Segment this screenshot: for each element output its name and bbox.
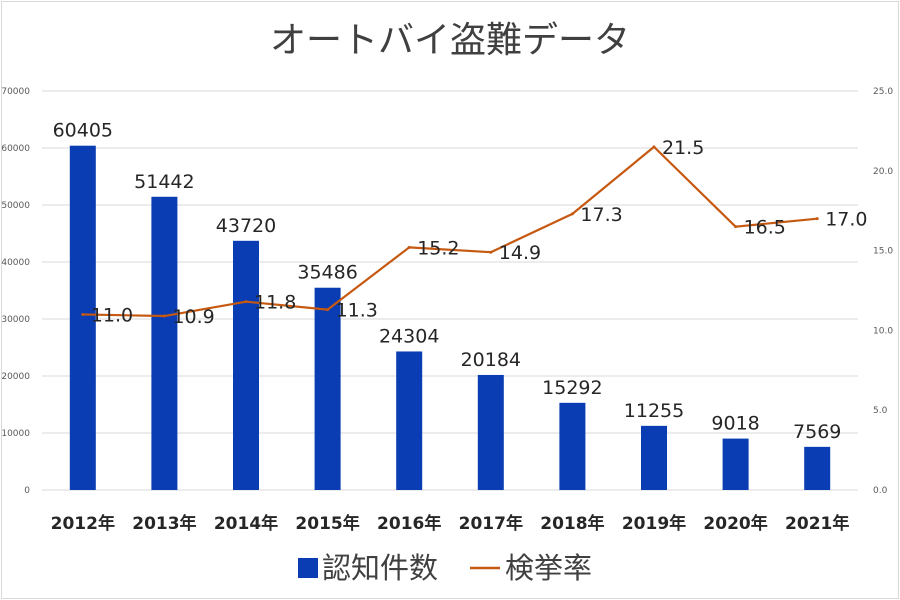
right-tick-label: 20.0	[873, 167, 893, 177]
line-point	[815, 217, 819, 221]
right-tick-label: 5.0	[873, 406, 888, 416]
line-value-label: 14.9	[499, 242, 541, 264]
left-tick-label: 10000	[1, 429, 30, 439]
line-value-label: 10.9	[172, 306, 214, 328]
left-tick-label: 50000	[1, 201, 30, 211]
legend: 認知件数 検挙率	[298, 551, 592, 585]
category-label: 2014年	[214, 513, 278, 534]
bar	[722, 438, 749, 490]
line-point	[570, 212, 574, 216]
line-value-label: 15.2	[417, 237, 459, 259]
line-point	[407, 245, 411, 249]
category-label: 2013年	[132, 513, 196, 534]
line-value-label: 17.3	[580, 204, 622, 226]
bar-value-label: 35486	[297, 262, 357, 284]
category-label: 2015年	[295, 513, 359, 534]
bar-value-label: 24304	[379, 325, 439, 347]
bar-value-label: 60405	[53, 120, 113, 142]
category-axis: 2012年 2013年 2014年 2015年 2016年 2017年 2018年 2019年…	[51, 513, 850, 534]
bar	[151, 196, 178, 491]
line-path	[82, 145, 818, 318]
bar	[477, 374, 504, 490]
right-tick-label: 25.0	[873, 87, 893, 97]
line-value-label: 11.0	[91, 304, 133, 326]
bar-value-label: 20184	[461, 349, 521, 371]
bar	[641, 425, 667, 490]
legend-label-line: 検挙率	[505, 551, 592, 585]
line-value-label: 17.0	[825, 209, 867, 231]
bar-series: 60405 51442 43720 35486 24304 20184 15292 11255…	[53, 120, 841, 491]
left-tick-label: 20000	[1, 372, 30, 382]
category-label: 2020年	[703, 513, 767, 534]
line-point	[326, 308, 330, 312]
bar	[804, 446, 831, 490]
left-tick-label: 70000	[1, 87, 30, 97]
line-point	[734, 225, 738, 229]
bar-value-label: 15292	[542, 377, 602, 399]
line-series: 11.0 10.9 11.8 11.3 15.2 14.9 17.3 21.5 16.5 17.0	[81, 137, 868, 328]
category-label: 2019年	[622, 513, 686, 534]
right-axis: 0.0 5.0 10.0 15.0 20.0 25.0	[873, 87, 893, 496]
line-value-label: 11.8	[254, 292, 296, 314]
left-tick-label: 60000	[1, 144, 30, 154]
bar-value-label: 7569	[793, 421, 841, 443]
line-point	[81, 312, 85, 316]
bar	[69, 145, 96, 490]
left-axis: 0 10000 20000 30000 40000 50000 60000 70000	[1, 87, 30, 496]
bar-value-label: 11255	[624, 400, 684, 422]
category-label: 2016年	[377, 513, 441, 534]
legend-label-bar: 認知件数	[322, 551, 438, 585]
left-tick-label: 40000	[1, 258, 30, 268]
line-value-label: 16.5	[744, 217, 786, 239]
bar	[233, 240, 259, 490]
bar	[559, 402, 586, 490]
bar	[396, 351, 423, 490]
bar-value-label: 9018	[711, 413, 759, 435]
line-point	[652, 145, 656, 149]
line-point	[162, 314, 166, 318]
line-point	[489, 250, 493, 254]
right-tick-label: 0.0	[873, 486, 888, 496]
left-tick-label: 0	[24, 486, 30, 496]
legend-swatch-bar	[298, 558, 318, 578]
line-value-label: 11.3	[336, 300, 378, 322]
bar-value-label: 43720	[216, 215, 276, 237]
chart-title: オートバイ盗難データ	[270, 20, 630, 61]
category-label: 2012年	[51, 513, 115, 534]
bar	[314, 287, 341, 490]
right-tick-label: 10.0	[873, 326, 893, 336]
grid	[42, 90, 858, 491]
right-tick-label: 15.0	[873, 247, 893, 257]
line-value-label: 21.5	[662, 137, 704, 159]
line-point	[244, 300, 248, 304]
category-label: 2018年	[540, 513, 604, 534]
category-label: 2021年	[785, 513, 849, 534]
left-tick-label: 30000	[1, 315, 30, 325]
category-label: 2017年	[459, 513, 523, 534]
bar-value-label: 51442	[134, 171, 194, 193]
